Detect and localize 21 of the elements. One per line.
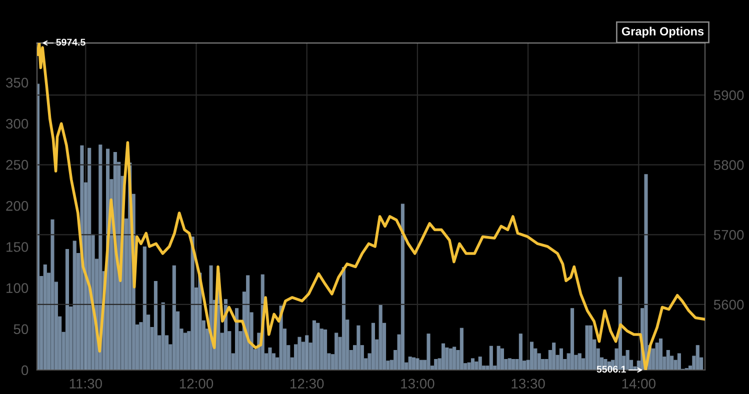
y-tick-label: 0 — [21, 365, 28, 376]
x-tick-label: 12:00 — [180, 378, 214, 389]
text: Graph Options — [622, 26, 704, 38]
y-tick-label: 250 — [6, 160, 28, 170]
x-tick-label: 11:30 — [70, 378, 102, 389]
x-tick-label: 12:30 — [290, 378, 324, 389]
y2-tick-label: 5800 — [714, 160, 744, 170]
y-tick-label: 200 — [6, 201, 28, 211]
x-tick-label: 13:00 — [401, 378, 434, 389]
y-tick-label: 300 — [6, 118, 28, 129]
y-tick-label: 350 — [6, 78, 28, 88]
y-tick-label: 50 — [14, 324, 28, 334]
y2-tick-label: 5900 — [714, 90, 744, 100]
y2-tick-label: 5700 — [714, 230, 744, 240]
y2-tick-label: 5600 — [714, 300, 744, 310]
annotation: 5506.1 — [596, 366, 626, 373]
y-tick-label: 150 — [6, 242, 28, 252]
x-tick-label: 14:00 — [622, 378, 656, 389]
annotation: 5974.5 — [56, 38, 86, 46]
x-tick-label: 13:30 — [512, 378, 545, 389]
y-tick-label: 100 — [6, 283, 28, 294]
